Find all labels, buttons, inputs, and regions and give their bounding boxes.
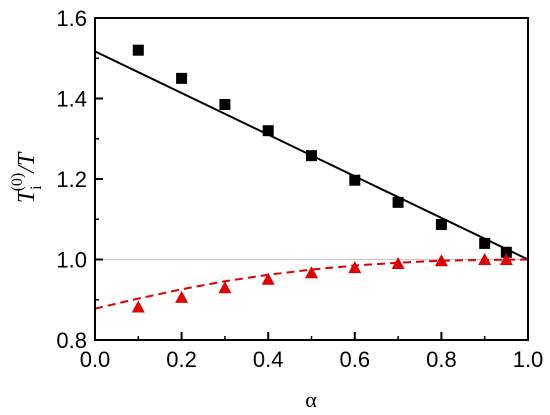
x-tick-label: 0.8 bbox=[426, 347, 457, 372]
triangle-marker bbox=[348, 261, 362, 274]
x-tick-label: 0.4 bbox=[253, 347, 284, 372]
triangle-marker bbox=[175, 290, 189, 303]
y-tick-label: 1.4 bbox=[56, 87, 87, 112]
x-tick-label: 0.6 bbox=[340, 347, 371, 372]
triangle-marker bbox=[499, 253, 513, 266]
square-marker bbox=[262, 125, 274, 137]
triangle-marker bbox=[434, 254, 448, 267]
square-marker bbox=[479, 237, 491, 249]
square-marker bbox=[435, 218, 447, 230]
square-marker bbox=[349, 174, 361, 186]
square-marker bbox=[176, 72, 188, 84]
y-label-superscript: (0) bbox=[9, 173, 26, 192]
y-label-subscript: i bbox=[28, 185, 45, 190]
triangle-marker bbox=[261, 272, 275, 285]
plot-layer bbox=[94, 44, 529, 313]
plot-frame bbox=[94, 17, 529, 341]
y-tick-label: 0.8 bbox=[56, 328, 87, 353]
svg-text:Ti(0)/T: Ti(0)/T bbox=[9, 151, 45, 203]
triangle-marker bbox=[391, 257, 405, 270]
x-axis-label: α bbox=[305, 387, 317, 412]
triangle-marker bbox=[305, 266, 318, 279]
y-tick-label: 1.0 bbox=[56, 248, 87, 273]
square-marker bbox=[392, 196, 404, 208]
y-label-denominator: /T bbox=[14, 151, 40, 175]
ticks-layer: 0.0 0.2 0.4 0.6 0.8 1.0 0.8 1.0 1.2 1.4 1.6 bbox=[56, 6, 543, 372]
triangle-marker bbox=[218, 281, 232, 294]
x-tick-label: 0.0 bbox=[80, 347, 111, 372]
y-tick-label: 1.6 bbox=[56, 6, 87, 31]
x-tick-label: 0.2 bbox=[166, 347, 197, 372]
square-marker bbox=[500, 246, 512, 258]
y-tick-label: 1.2 bbox=[56, 167, 87, 192]
series-line-solid bbox=[94, 50, 529, 261]
y-axis-label: Ti(0)/T bbox=[9, 151, 45, 203]
square-marker bbox=[132, 44, 144, 56]
series-line-dashed bbox=[94, 258, 529, 310]
y-label-base: T bbox=[14, 188, 40, 203]
square-marker bbox=[219, 99, 231, 111]
x-tick-label: 1.0 bbox=[513, 347, 544, 372]
triangle-marker bbox=[131, 300, 145, 313]
